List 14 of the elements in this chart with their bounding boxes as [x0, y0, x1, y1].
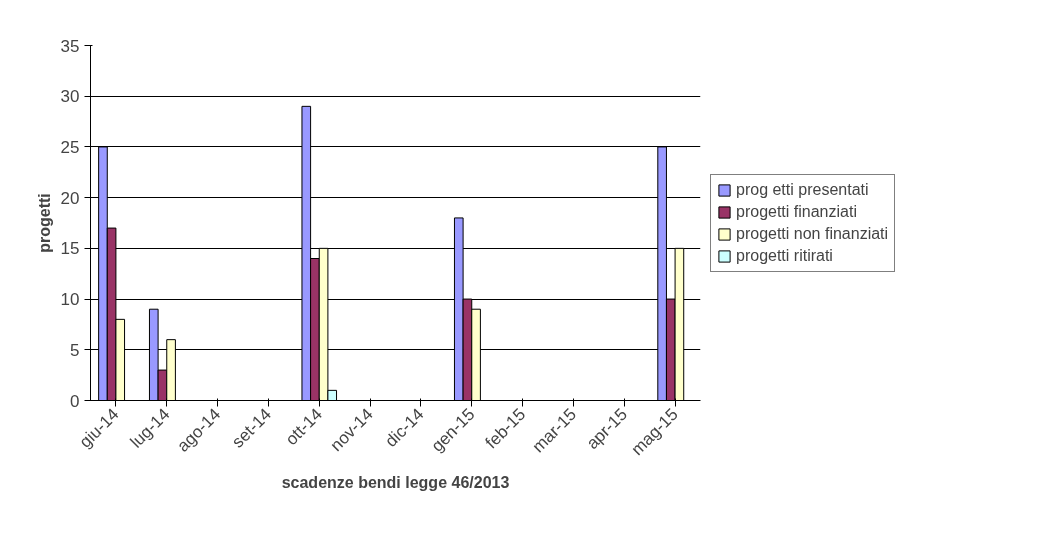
- y-tick-label: 35: [60, 36, 80, 56]
- legend-label: prog etti presentati: [736, 180, 869, 199]
- y-tick-label: 25: [60, 137, 80, 157]
- legend-label: progetti finanziati: [736, 202, 857, 221]
- x-axis-title: scadenze bendi legge 46/2013: [281, 473, 510, 491]
- y-tick-label: 5: [70, 340, 80, 360]
- y-tick-label: 20: [60, 188, 80, 208]
- legend-label: progetti non finanziati: [736, 224, 889, 243]
- y-tick-label: 10: [60, 290, 80, 310]
- y-tick-label: 0: [70, 391, 80, 411]
- legend-label: progetti ritirati: [736, 246, 833, 265]
- y-tick-label: 15: [60, 239, 80, 259]
- y-axis-title: progetti: [35, 193, 53, 253]
- y-tick-label: 30: [60, 87, 80, 107]
